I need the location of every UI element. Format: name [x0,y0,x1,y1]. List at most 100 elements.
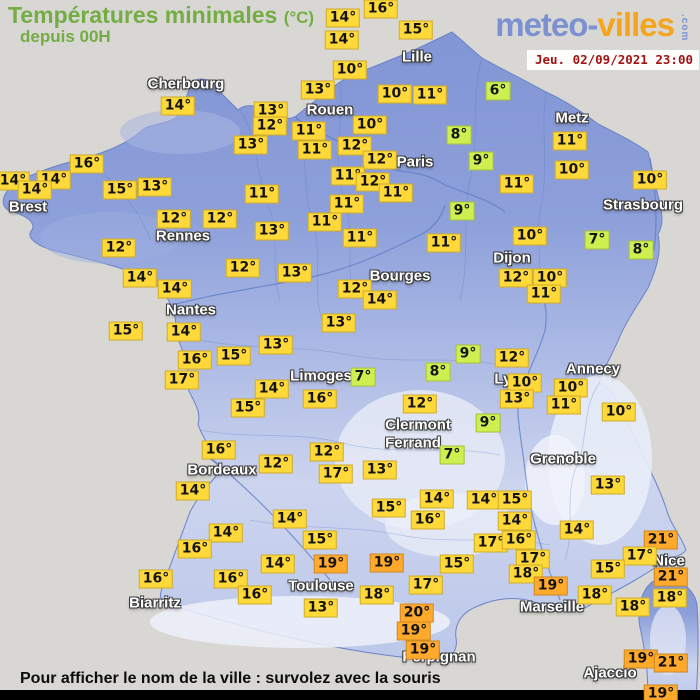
temp-label[interactable]: 16° [177,539,213,559]
temp-label[interactable]: 10° [632,170,668,190]
temp-label[interactable]: 10° [554,160,590,180]
meteo-villes-logo[interactable]: meteo-villes [495,6,675,44]
temp-label[interactable]: 19° [396,621,432,641]
temp-label[interactable]: 20° [399,603,435,623]
temp-label[interactable]: 7° [350,367,376,387]
temp-label[interactable]: 15° [108,321,144,341]
temp-label[interactable]: 8° [446,125,472,145]
temp-label[interactable]: 14° [260,554,296,574]
temp-label[interactable]: 6° [485,81,511,101]
temp-label[interactable]: 7° [439,445,465,465]
temp-label[interactable]: 19° [643,684,679,700]
temp-label[interactable]: 10° [601,402,637,422]
temp-label[interactable]: 14° [17,180,53,200]
temp-label[interactable]: 13° [233,135,269,155]
temp-label[interactable]: 11° [329,194,365,214]
temp-label[interactable]: 11° [426,233,462,253]
temp-label[interactable]: 14° [175,481,211,501]
temp-label[interactable]: 16° [69,154,105,174]
temp-label[interactable]: 12° [494,348,530,368]
temp-label[interactable]: 14° [324,30,360,50]
temp-label[interactable]: 9° [455,344,481,364]
temp-label[interactable]: 16° [237,585,273,605]
temp-label[interactable]: 14° [419,489,455,509]
temp-label[interactable]: 11° [291,121,327,141]
temp-label[interactable]: 18° [615,597,651,617]
temp-label[interactable]: 13° [321,313,357,333]
temp-label[interactable]: 13° [277,263,313,283]
temp-label[interactable]: 15° [230,398,266,418]
temp-label[interactable]: 14° [157,279,193,299]
temp-label[interactable]: 13° [362,460,398,480]
temp-label[interactable]: 10° [507,373,543,393]
temp-label[interactable]: 13° [137,177,173,197]
temp-label[interactable]: 17° [473,533,509,553]
temp-label[interactable]: 8° [628,240,654,260]
temp-label[interactable]: 10° [377,84,413,104]
temp-label[interactable]: 11° [342,228,378,248]
temp-label[interactable]: 12° [402,394,438,414]
temp-label[interactable]: 10° [553,378,589,398]
temp-label[interactable]: 21° [653,567,689,587]
temp-label[interactable]: 21° [653,653,689,673]
temp-label[interactable]: 9° [475,413,501,433]
temp-label[interactable]: 15° [102,180,138,200]
temp-label[interactable]: 10° [512,226,548,246]
temp-label[interactable]: 17° [515,549,551,569]
temp-label[interactable]: 14° [166,322,202,342]
temp-label[interactable]: 14° [272,509,308,529]
temp-label[interactable]: 19° [369,553,405,573]
temp-label[interactable]: 15° [216,346,252,366]
temp-label[interactable]: 11° [297,140,333,160]
temp-label[interactable]: 15° [439,554,475,574]
temp-label[interactable]: 14° [559,520,595,540]
temp-label[interactable]: 18° [359,585,395,605]
temp-label[interactable]: 12° [101,238,137,258]
temp-label[interactable]: 14° [160,96,196,116]
temp-label[interactable]: 11° [412,85,448,105]
temp-label[interactable]: 12° [498,268,534,288]
temp-label[interactable]: 19° [405,640,441,660]
temp-label[interactable]: 14° [208,523,244,543]
temp-label[interactable]: 11° [526,284,562,304]
temp-label[interactable]: 16° [201,440,237,460]
temp-label[interactable]: 16° [501,530,537,550]
temp-label[interactable]: 17° [318,464,354,484]
temp-label[interactable]: 12° [309,442,345,462]
temp-label[interactable]: 12° [202,209,238,229]
temp-label[interactable]: 9° [449,201,475,221]
temp-label[interactable]: 21° [643,530,679,550]
temp-label[interactable]: 11° [307,212,343,232]
temp-label[interactable]: 16° [410,510,446,530]
temp-label[interactable]: 13° [303,598,339,618]
temp-label[interactable]: 19° [623,649,659,669]
temp-label[interactable]: 13° [499,389,535,409]
temp-label[interactable]: 16° [177,350,213,370]
temp-label[interactable]: 19° [313,554,349,574]
temp-label[interactable]: 7° [584,230,610,250]
temp-label[interactable]: 18° [577,585,613,605]
temp-label[interactable]: 15° [302,530,338,550]
temp-label[interactable]: 11° [499,174,535,194]
temp-label[interactable]: 9° [468,151,494,171]
temp-label[interactable]: 17° [408,575,444,595]
temp-label[interactable]: 14° [466,490,502,510]
temp-label[interactable]: 13° [590,475,626,495]
temp-label[interactable]: 15° [497,490,533,510]
temp-label[interactable]: 10° [532,268,568,288]
temp-label[interactable]: 18° [652,588,688,608]
temp-label[interactable]: 14° [122,268,158,288]
temp-label[interactable]: 10° [332,60,368,80]
temp-label[interactable]: 10° [352,115,388,135]
temp-label[interactable]: 8° [425,362,451,382]
temp-label[interactable]: 14° [254,379,290,399]
temp-label[interactable]: 12° [252,116,288,136]
temp-label[interactable]: 14° [325,8,361,28]
temp-label[interactable]: 13° [254,221,290,241]
temp-label[interactable]: 13° [258,335,294,355]
temp-label[interactable]: 14° [362,290,398,310]
temp-label[interactable]: 16° [363,0,399,19]
temp-label[interactable]: 12° [225,258,261,278]
temp-label[interactable]: 11° [378,183,414,203]
temp-label[interactable]: 13° [300,80,336,100]
